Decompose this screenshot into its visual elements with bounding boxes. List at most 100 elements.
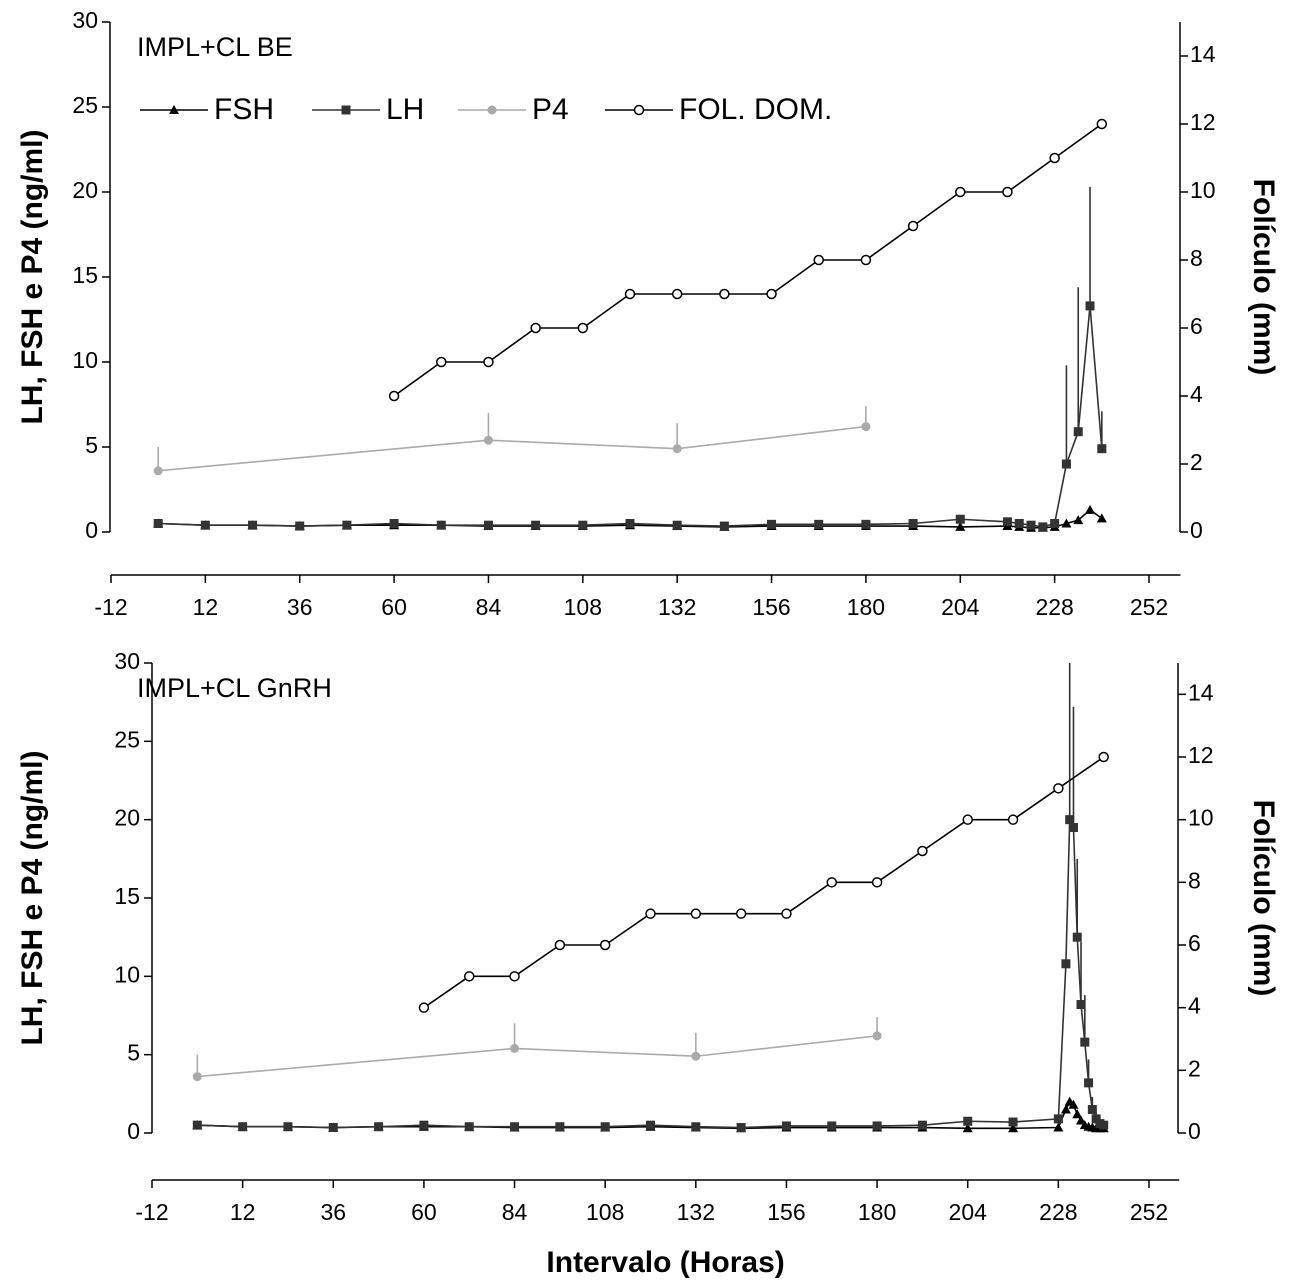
marker	[483, 520, 493, 530]
marker	[814, 519, 824, 529]
y2-tick-label: 10	[1188, 805, 1214, 831]
marker	[1085, 504, 1096, 514]
marker	[283, 1122, 293, 1132]
legend-label: LH	[386, 93, 424, 126]
marker	[963, 1116, 973, 1126]
marker	[1073, 427, 1083, 437]
marker	[646, 1120, 655, 1130]
y-axis-label: LH, FSH e P4 (ng/ml)	[16, 750, 49, 1045]
y-tick-label: 10	[72, 347, 98, 373]
x-tick-label: -12	[135, 1199, 168, 1225]
marker	[1049, 152, 1060, 164]
marker	[555, 1122, 565, 1132]
marker	[1007, 814, 1019, 825]
x-tick-label: 108	[586, 1199, 624, 1225]
marker	[1008, 1117, 1018, 1127]
y2-tick-label: 4	[1190, 381, 1203, 407]
series-line	[423, 756, 1105, 1009]
legend-marker	[487, 105, 497, 115]
marker	[1087, 1105, 1097, 1114]
marker	[1061, 459, 1071, 469]
marker	[907, 220, 919, 232]
marker	[1002, 517, 1012, 527]
marker	[645, 908, 656, 919]
marker	[1091, 1114, 1101, 1124]
marker	[510, 1043, 520, 1053]
marker	[389, 519, 399, 528]
marker	[1065, 815, 1075, 825]
x-tick-label: 228	[1035, 594, 1073, 620]
marker	[192, 1120, 202, 1130]
y2-tick-label: 12	[1190, 109, 1216, 135]
x-tick-label: 12	[193, 594, 219, 620]
y2-tick-label: 8	[1190, 245, 1203, 271]
marker	[691, 1122, 701, 1132]
marker	[690, 908, 702, 919]
marker	[192, 1072, 202, 1082]
marker	[1073, 515, 1084, 525]
marker	[388, 390, 400, 402]
marker	[719, 288, 730, 300]
x-tick-label: 36	[320, 1199, 346, 1225]
marker	[1080, 1037, 1090, 1047]
marker	[872, 1121, 882, 1131]
marker	[781, 1121, 791, 1131]
marker	[153, 466, 163, 476]
marker	[766, 288, 777, 300]
marker	[781, 908, 792, 919]
plot-area	[192, 663, 1109, 1133]
x-tick-label: 36	[287, 594, 313, 620]
legend-marker	[169, 105, 179, 114]
marker	[599, 939, 611, 951]
marker	[767, 519, 777, 529]
x-tick-label: 156	[752, 594, 790, 620]
marker	[419, 1120, 429, 1130]
marker	[1053, 1122, 1064, 1132]
marker	[962, 1123, 973, 1133]
x-tick-label: 180	[847, 594, 885, 620]
y-tick-label: 0	[127, 1118, 140, 1144]
series-line	[158, 425, 867, 472]
marker	[1038, 522, 1048, 532]
marker	[827, 1121, 837, 1131]
marker	[418, 1002, 430, 1013]
marker	[1061, 518, 1072, 528]
y2-axis-label: Folículo (mm)	[1247, 800, 1280, 997]
y2-tick-label: 6	[1188, 930, 1201, 956]
legend-label: FOL. DOM.	[679, 93, 832, 126]
marker	[1008, 1123, 1019, 1133]
marker	[509, 971, 520, 982]
marker	[483, 435, 493, 445]
y2-axis-label: Folículo (mm)	[1247, 179, 1280, 376]
x-tick-label: 156	[767, 1199, 805, 1225]
y-tick-label: 20	[72, 177, 98, 203]
marker	[1050, 519, 1060, 528]
marker	[1060, 1104, 1071, 1114]
x-tick-label: 252	[1130, 594, 1168, 620]
marker	[860, 254, 872, 266]
marker	[917, 845, 928, 857]
marker	[1072, 932, 1082, 942]
marker	[813, 254, 824, 266]
x-tick-label: 60	[381, 594, 407, 620]
legend-label: FSH	[214, 93, 274, 126]
annotation: IMPL+CL GnRH	[137, 673, 332, 703]
y-tick-label: 10	[114, 961, 140, 987]
x-tick-label: 132	[658, 594, 696, 620]
marker	[200, 520, 210, 530]
marker	[1096, 118, 1108, 130]
marker	[691, 1051, 701, 1061]
y2-tick-label: 6	[1190, 313, 1203, 339]
marker	[510, 1122, 520, 1132]
x-tick-label: 108	[564, 594, 602, 620]
x-tick-label: 60	[411, 1199, 437, 1225]
marker	[917, 1120, 927, 1130]
y2-tick-label: 14	[1188, 679, 1214, 705]
x-tick-label: 180	[858, 1199, 896, 1225]
marker	[483, 356, 494, 368]
y-tick-label: 5	[85, 432, 98, 458]
x-axis-label: Intervalo (Horas)	[546, 1246, 784, 1279]
x-tick-label: 132	[677, 1199, 715, 1225]
marker	[1076, 1000, 1086, 1010]
